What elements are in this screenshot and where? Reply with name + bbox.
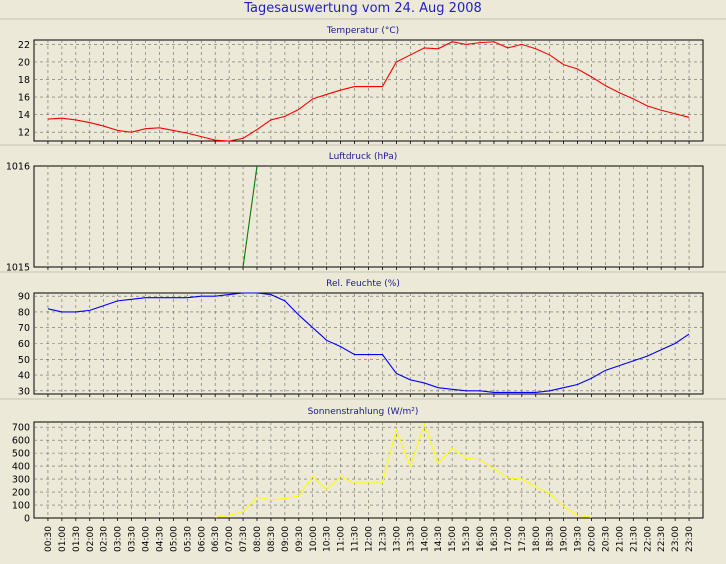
- x-tick-label: 04:30: [155, 526, 165, 552]
- x-tick-label: 01:00: [58, 526, 68, 552]
- x-tick-label: 16:00: [476, 526, 486, 552]
- x-tick-label: 07:30: [239, 526, 249, 552]
- x-tick-label: 17:00: [504, 526, 514, 552]
- x-tick-label: 09:00: [281, 526, 291, 552]
- y-tick-label: 300: [12, 475, 30, 486]
- x-tick-label: 20:00: [588, 526, 598, 552]
- x-tick-label: 21:30: [629, 526, 639, 552]
- x-tick-label: 10:00: [309, 526, 319, 552]
- y-tick-label: 400: [12, 462, 30, 473]
- chart-title-pressure: Luftdruck (hPa): [329, 152, 398, 162]
- y-tick-label: 500: [12, 449, 30, 460]
- x-tick-label: 05:30: [183, 526, 193, 552]
- y-tick-label: 600: [12, 436, 30, 447]
- series-line-pressure: [242, 165, 258, 268]
- x-tick-label: 03:30: [128, 526, 138, 552]
- y-tick-label: 14: [18, 110, 30, 121]
- x-tick-label: 15:00: [448, 526, 458, 552]
- x-tick-label: 05:00: [169, 526, 179, 552]
- page-title: Tagesauswertung vom 24. Aug 2008: [244, 1, 482, 16]
- y-tick-label: 20: [18, 57, 30, 68]
- y-tick-label: 700: [12, 423, 30, 434]
- chart-title-humidity: Rel. Feuchte (%): [326, 279, 400, 289]
- chart-humidity: Rel. Feuchte (%) 30 40 50 60 70 80 90: [0, 271, 726, 397]
- chart-temperature: Temperatur (°C) 12 14 16 18 20 22: [0, 18, 726, 144]
- y-tick-label: 100: [12, 501, 30, 512]
- chart-solar: Sonnenstrahlung (W/m²) 0 100 200 300 400 500 60…: [0, 398, 726, 525]
- y-tick-label: 90: [18, 292, 30, 303]
- y-tick-label: 70: [18, 323, 30, 334]
- chart-title-solar: Sonnenstrahlung (W/m²): [308, 407, 419, 417]
- x-tick-label: 21:00: [615, 526, 625, 552]
- x-tick-label: 13:00: [392, 526, 402, 552]
- y-tick-label: 1015: [6, 263, 30, 274]
- x-tick-label: 18:30: [546, 526, 556, 552]
- x-tick-label: 01:30: [72, 526, 82, 552]
- y-tick-label: 16: [18, 93, 30, 104]
- x-tick-label: 08:30: [267, 526, 277, 552]
- chart-pressure: Luftdruck (hPa) 1015 1016: [0, 144, 726, 274]
- x-tick-label: 15:30: [462, 526, 472, 552]
- y-tick-label: 0: [24, 514, 30, 525]
- x-tick-label: 14:30: [434, 526, 444, 552]
- x-tick-label: 14:00: [420, 526, 430, 552]
- x-tick-label: 08:00: [253, 526, 263, 552]
- x-tick-label: 07:00: [225, 526, 235, 552]
- x-tick-label: 03:00: [114, 526, 124, 552]
- y-tick-label: 80: [18, 307, 30, 318]
- x-tick-label: 02:30: [100, 526, 110, 552]
- x-tick-label: 02:00: [86, 526, 96, 552]
- x-tick-label: 17:30: [518, 526, 528, 552]
- x-tick-label: 12:00: [365, 526, 375, 552]
- x-tick-label: 09:30: [295, 526, 305, 552]
- x-tick-label: 04:00: [142, 526, 152, 552]
- x-tick-label: 06:30: [211, 526, 221, 552]
- y-tick-label: 50: [18, 355, 30, 366]
- chart-title-temperature: Temperatur (°C): [326, 26, 399, 36]
- series-line-humidity: [47, 292, 690, 393]
- x-tick-label: 19:00: [560, 526, 570, 552]
- y-tick-label: 30: [18, 386, 30, 397]
- x-tick-label: 12:30: [378, 526, 388, 552]
- y-tick-label: 200: [12, 488, 30, 499]
- series-line-solar: [215, 422, 592, 518]
- x-tick-label: 23:00: [671, 526, 681, 552]
- y-tick-label: 12: [18, 128, 30, 139]
- x-tick-label: 10:30: [323, 526, 333, 552]
- x-tick-label: 11:00: [337, 526, 347, 552]
- x-tick-label: 13:30: [406, 526, 416, 552]
- y-tick-label: 60: [18, 339, 30, 350]
- y-tick-label: 18: [18, 75, 30, 86]
- x-tick-label: 23:30: [685, 526, 695, 552]
- x-tick-label: 06:00: [197, 526, 207, 552]
- x-tick-label: 22:00: [643, 526, 653, 552]
- x-tick-label: 00:30: [44, 526, 54, 552]
- x-tick-label: 16:30: [490, 526, 500, 552]
- x-tick-label: 18:00: [532, 526, 542, 552]
- x-tick-label: 19:30: [574, 526, 584, 552]
- x-tick-label: 20:30: [601, 526, 611, 552]
- y-tick-label: 1016: [6, 162, 30, 173]
- x-tick-label: 22:30: [657, 526, 667, 552]
- y-tick-label: 40: [18, 371, 30, 382]
- x-tick-label: 11:30: [351, 526, 361, 552]
- series-line-temperature: [47, 41, 690, 142]
- y-tick-label: 22: [18, 40, 30, 51]
